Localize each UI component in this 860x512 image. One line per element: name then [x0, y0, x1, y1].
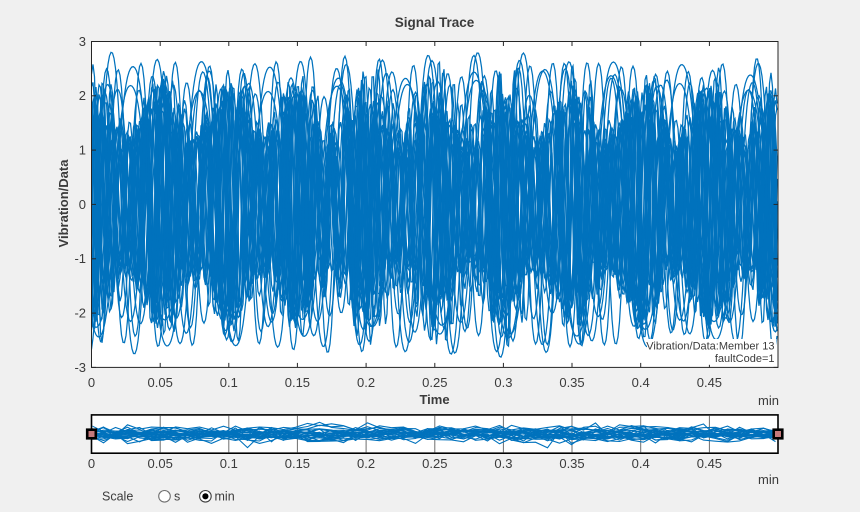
svg-text:Time: Time [419, 392, 449, 407]
svg-text:0.2: 0.2 [357, 375, 375, 390]
svg-text:0.45: 0.45 [697, 456, 722, 471]
svg-text:0.15: 0.15 [285, 375, 310, 390]
svg-text:-3: -3 [74, 360, 86, 375]
svg-text:1: 1 [79, 143, 86, 158]
svg-text:0: 0 [88, 375, 95, 390]
svg-text:0: 0 [79, 197, 86, 212]
svg-text:0.35: 0.35 [559, 456, 584, 471]
svg-text:0: 0 [88, 456, 95, 471]
svg-text:0.1: 0.1 [220, 375, 238, 390]
svg-text:0.2: 0.2 [357, 456, 375, 471]
svg-text:Signal Trace: Signal Trace [395, 15, 475, 30]
svg-text:-1: -1 [74, 251, 86, 266]
svg-text:s: s [174, 489, 180, 503]
svg-text:0.45: 0.45 [697, 375, 722, 390]
svg-text:0.05: 0.05 [148, 375, 173, 390]
svg-text:Scale: Scale [102, 489, 133, 503]
svg-text:0.05: 0.05 [148, 456, 173, 471]
svg-text:0.1: 0.1 [220, 456, 238, 471]
svg-text:0.4: 0.4 [632, 375, 650, 390]
svg-text:0.25: 0.25 [422, 456, 447, 471]
svg-text:Vibration/Data:Member 13: Vibration/Data:Member 13 [646, 340, 774, 352]
svg-text:2: 2 [79, 88, 86, 103]
svg-text:3: 3 [79, 34, 86, 49]
svg-text:0.25: 0.25 [422, 375, 447, 390]
svg-text:min: min [215, 489, 235, 503]
svg-text:0.4: 0.4 [632, 456, 650, 471]
svg-text:0.15: 0.15 [285, 456, 310, 471]
svg-text:0.3: 0.3 [494, 375, 512, 390]
svg-text:min: min [758, 393, 779, 408]
svg-text:-2: -2 [74, 306, 86, 321]
svg-text:Vibration/Data: Vibration/Data [56, 159, 71, 248]
svg-text:0.35: 0.35 [559, 375, 584, 390]
svg-text:min: min [758, 472, 779, 487]
svg-text:faultCode=1: faultCode=1 [715, 353, 775, 365]
svg-text:0.3: 0.3 [494, 456, 512, 471]
